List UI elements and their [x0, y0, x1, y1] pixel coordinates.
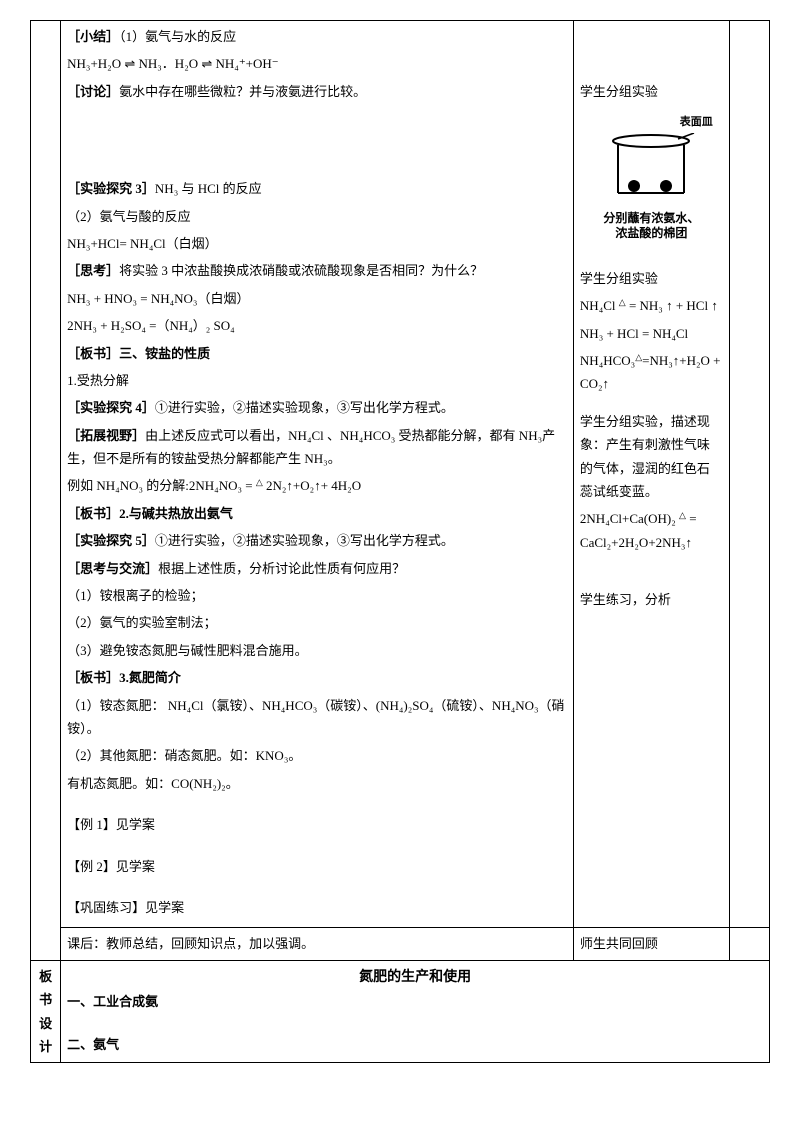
- triangle-icon: △: [256, 474, 263, 490]
- board-design-h2: 二、氨气: [67, 1033, 763, 1056]
- after-class-right: 师生共同回顾: [573, 928, 729, 960]
- triangle-icon: △: [679, 507, 686, 523]
- board-n-item2: （2）其他氮肥：硝态氮肥。如：KNO₃。: [67, 744, 567, 767]
- right3-eq1: NH₄Cl △ = NH₃ ↑ + HCl ↑: [580, 294, 723, 317]
- right3-eq3: NH₄HCO₃△=NH₃↑+H₂O + CO₂↑: [580, 349, 723, 396]
- example-1: 【例 1】见学案: [67, 813, 567, 836]
- spacer: [580, 25, 723, 80]
- exp5-label: ［实验探究 5］: [67, 533, 155, 548]
- discuss-text: 氨水中存在哪些微粒？并与液氨进行比较。: [119, 84, 366, 99]
- side-char-1: 板: [37, 965, 54, 988]
- board3-title: 三、铵盐的性质: [119, 346, 210, 361]
- expand-label: ［拓展视野］: [67, 428, 145, 443]
- exp3-label: ［实验探究 3］: [67, 181, 155, 196]
- side-label-empty: [31, 21, 61, 961]
- exp3-title: NH₃ 与 HCl 的反应: [155, 181, 262, 196]
- spacer: [580, 252, 723, 267]
- board2-title: 2.与碱共热放出氨气: [119, 506, 233, 521]
- exp4-label: ［实验探究 4］: [67, 400, 155, 415]
- spacer: [580, 558, 723, 588]
- expand-example-suffix: 2N₂↑+O₂↑+ 4H₂O: [263, 478, 361, 493]
- right5-text: 学生练习，分析: [580, 588, 723, 611]
- right3-eq2: NH₃ + HCl = NH₄Cl: [580, 322, 723, 345]
- summary-text: （1）氨气与水的反应: [119, 29, 236, 44]
- triangle-icon: △: [635, 349, 642, 365]
- spacer: [67, 799, 567, 813]
- beaker-label-bottom2: 浓盐酸的棉团: [580, 226, 723, 242]
- board-n-item1: （1）铵态氮肥： NH₄Cl（氯铵）、NH₄HCO₃（碳铵）、(NH₄)₂SO₄…: [67, 694, 567, 741]
- think-text: 将实验 3 中浓盐酸换成浓硝酸或浓硫酸现象是否相同？为什么？: [119, 263, 483, 278]
- side-char-2: 书: [37, 988, 54, 1011]
- spacer: [67, 1013, 763, 1033]
- right-content-cell: 学生分组实验 表面皿 分别蘸有浓氨水、 浓盐酸的棉团 学生分组实验 NH₄Cl …: [573, 21, 729, 928]
- exp4-text: ①进行实验，②描述实验现象，③写出化学方程式。: [155, 400, 454, 415]
- far-right-cell: [729, 21, 769, 928]
- eq-h2so4: 2NH₃ + H₂SO₄ =（NH₄）₂ SO₄: [67, 314, 567, 337]
- main-content-cell: ［小结］（1）氨气与水的反应 NH₃+H₂O ⇌ NH₃．H₂O ⇌ NH₄⁺+…: [61, 21, 574, 928]
- think-item2: （2）氨气的实验室制法；: [67, 611, 567, 634]
- expand-example-prefix: 例如 NH₄NO₃ 的分解:2NH₄NO₃ =: [67, 478, 256, 493]
- board-design-title: 氮肥的生产和使用: [67, 965, 763, 990]
- lesson-plan-table: ［小结］（1）氨气与水的反应 NH₃+H₂O ⇌ NH₃．H₂O ⇌ NH₄⁺+…: [30, 20, 770, 1063]
- spacer: [67, 841, 567, 855]
- exp5-text: ①进行实验，②描述实验现象，③写出化学方程式。: [155, 533, 454, 548]
- exp3-sub2: （2）氨气与酸的反应: [67, 205, 567, 228]
- triangle-icon: △: [619, 294, 626, 310]
- far-right-cell-2: [729, 928, 769, 960]
- spacer: [67, 107, 567, 177]
- spacer: [580, 400, 723, 410]
- think-label: ［思考］: [67, 263, 119, 278]
- board-design-side: 板 书 设 计: [31, 960, 61, 1063]
- board2-label: ［板书］: [67, 506, 119, 521]
- beaker-label-bottom1: 分别蘸有浓氨水、: [580, 211, 723, 227]
- summary-label: ［小结］: [67, 29, 119, 44]
- eq-hno3: NH₃ + HNO₃ = NH₄NO₃（白烟）: [67, 287, 567, 310]
- right1-group-exp: 学生分组实验: [580, 80, 723, 103]
- think-exchange-text: 根据上述性质，分析讨论此性质有何应用？: [158, 561, 405, 576]
- think-exchange-label: ［思考与交流］: [67, 561, 158, 576]
- board3-label: ［板书］: [67, 346, 119, 361]
- practice: 【巩固练习】见学案: [67, 896, 567, 919]
- right4-eq: 2NH₄Cl+Ca(OH)₂ △ = CaCl₂+2H₂O+2NH₃↑: [580, 507, 723, 554]
- after-class-cell: 课后：教师总结，回顾知识点，加以强调。: [61, 928, 574, 960]
- right3-group-exp: 学生分组实验: [580, 267, 723, 290]
- exp3-eq: NH₃+HCl= NH₄Cl（白烟）: [67, 232, 567, 255]
- side-char-4: 计: [37, 1035, 54, 1058]
- equation-nh3-h2o: NH₃+H₂O ⇌ NH₃．H₂O ⇌ NH₄⁺+OH⁻: [67, 52, 567, 75]
- board3-item1: 1.受热分解: [67, 369, 567, 392]
- beaker-label-top: 表面皿: [580, 113, 723, 133]
- beaker-icon: [606, 133, 696, 203]
- board-n-title: 3.氮肥简介: [119, 670, 181, 685]
- board-design-content: 氮肥的生产和使用 一、工业合成氨 二、氨气: [61, 960, 770, 1063]
- think-item1: （1）铵根离子的检验；: [67, 584, 567, 607]
- side-char-3: 设: [37, 1012, 54, 1035]
- think-item3: （3）避免铵态氮肥与碱性肥料混合施用。: [67, 639, 567, 662]
- board-design-h1: 一、工业合成氨: [67, 990, 763, 1013]
- example-2: 【例 2】见学案: [67, 855, 567, 878]
- right4-text: 学生分组实验，描述现象：产生有刺激性气味的气体，湿润的红色石蕊试纸变蓝。: [580, 410, 723, 504]
- board-n-label: ［板书］: [67, 670, 119, 685]
- board-n-item3: 有机态氮肥。如：CO(NH₂)₂。: [67, 772, 567, 795]
- beaker-diagram: 表面皿 分别蘸有浓氨水、 浓盐酸的棉团: [580, 113, 723, 241]
- spacer: [67, 882, 567, 896]
- discuss-label: ［讨论］: [67, 84, 119, 99]
